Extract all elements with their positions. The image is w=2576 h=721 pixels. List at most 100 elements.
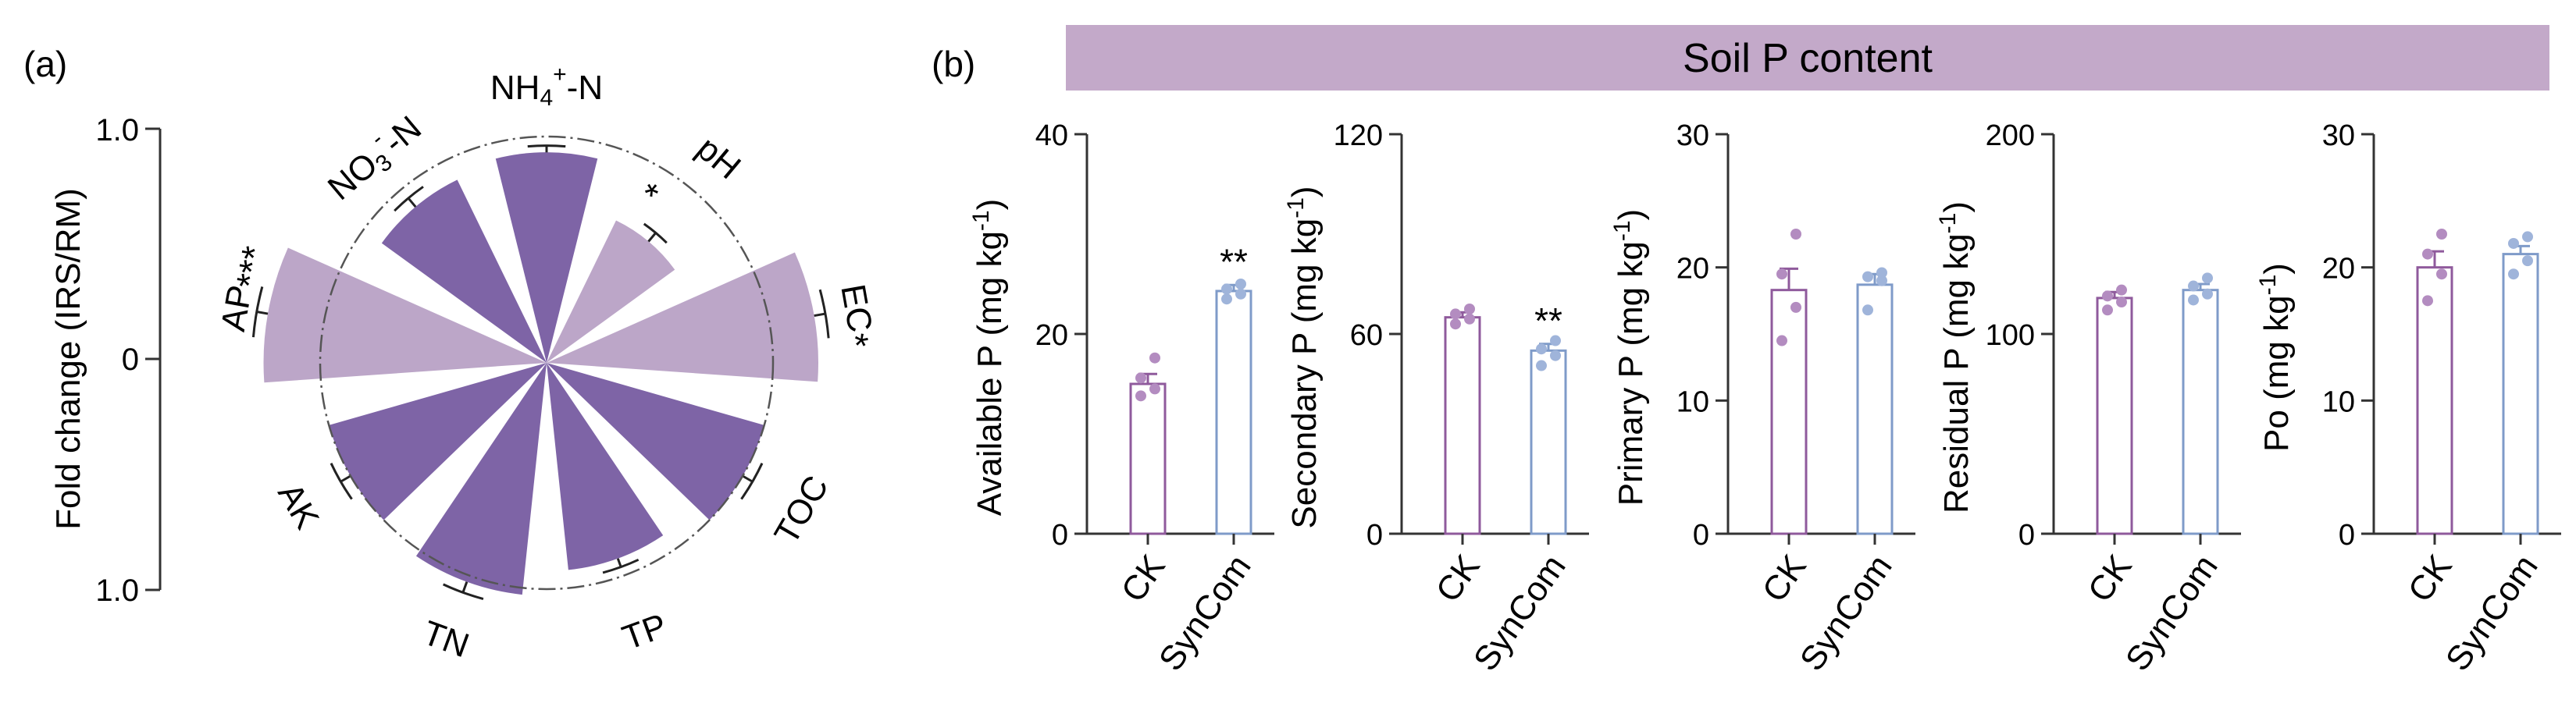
- radial-label-nh4-n: NH4+-N: [490, 62, 603, 111]
- data-point-ck: [1450, 308, 1461, 320]
- radial-error-stem-tp: [616, 558, 622, 568]
- radial-label-ak: AK: [270, 477, 326, 535]
- data-point-syncom: [1862, 271, 1873, 282]
- y-tick-label: 30: [1676, 119, 1709, 152]
- y-tick-label: 20: [1676, 253, 1709, 286]
- bar-syncom: [1530, 349, 1567, 535]
- fold-change-axis-title: Fold change (IRS/RM): [49, 188, 87, 530]
- radial-error-ph: [643, 222, 668, 244]
- data-point-ck: [2436, 268, 2447, 280]
- bar-ck: [2416, 266, 2453, 535]
- panel-a-radial-chart: (a) 1.0 0 1.0 Fold change (IRS/RM) NH4+-…: [23, 44, 879, 665]
- y-tick-label: 20: [2322, 253, 2355, 286]
- radial-error-ec: [818, 289, 830, 339]
- radial-error-stem-ak: [340, 474, 351, 483]
- bar-ck: [1770, 289, 1808, 535]
- radial-bar-toc: [547, 363, 764, 520]
- data-point-ck: [2422, 248, 2433, 260]
- data-point-syncom: [2202, 288, 2213, 300]
- y-tick-label: 10: [1676, 385, 1709, 418]
- sig-marker-syncom: **: [1534, 300, 1562, 341]
- bar-ck: [1129, 382, 1167, 535]
- bar-syncom: [2182, 289, 2219, 535]
- data-point-syncom: [1876, 275, 1887, 286]
- y-tick-label: 20: [1035, 319, 1068, 352]
- data-point-syncom: [2522, 231, 2533, 243]
- x-tick-label-ck: CK: [1755, 548, 1814, 609]
- radial-label-tn: TN: [418, 613, 474, 665]
- data-point-syncom: [1235, 279, 1246, 289]
- y-axis-title: Residual P (mg kg-1): [1935, 201, 1976, 513]
- radial-error-stem-ph: [647, 232, 657, 243]
- fold-change-tick-label-top: 1.0: [95, 113, 139, 147]
- x-tick-label-ck: CK: [2081, 548, 2140, 609]
- y-tick-label: 40: [1035, 119, 1068, 152]
- bar-ck: [2096, 297, 2133, 535]
- panel-b-bar-charts: (b) Soil P content 0 20 40 Available P (mg …: [932, 25, 2561, 678]
- y-tick-label: 0: [2339, 519, 2355, 552]
- data-point-ck: [1776, 268, 1787, 280]
- radial-bar-ph: [547, 220, 675, 363]
- radial-sig-ap: ***: [228, 243, 276, 292]
- data-point-syncom: [2508, 237, 2519, 249]
- data-point-ck: [1149, 383, 1160, 395]
- x-tick-label-ck: CK: [1114, 548, 1173, 609]
- data-point-syncom: [1862, 304, 1873, 316]
- data-point-ck: [2436, 229, 2447, 240]
- y-axis-title: Primary P (mg kg-1): [1609, 209, 1650, 506]
- bar-syncom: [1215, 289, 1252, 535]
- fold-change-tick-label-bottom: 1.0: [95, 574, 139, 608]
- y-tick-label: 0: [1693, 519, 1709, 552]
- y-tick-label: 100: [1986, 319, 2035, 352]
- radial-bar-ec: [547, 252, 818, 382]
- data-point-syncom: [2508, 268, 2519, 280]
- data-point-ck: [1135, 372, 1146, 384]
- data-point-ck: [2102, 304, 2113, 316]
- radial-error-stem-ap: [256, 311, 269, 315]
- radial-label-ph: pH: [689, 129, 748, 186]
- data-point-ck: [2116, 297, 2127, 308]
- data-point-syncom: [1221, 293, 1232, 305]
- radial-error-tp: [602, 558, 640, 574]
- data-point-ck: [1790, 301, 1801, 313]
- data-point-syncom: [1235, 288, 1246, 300]
- data-point-syncom: [1221, 283, 1232, 295]
- radial-wedges: [251, 144, 830, 600]
- y-tick-label: 0: [1366, 519, 1383, 552]
- radial-error-stem-no3-n: [407, 197, 417, 208]
- fold-change-tick-label-mid: 0: [122, 343, 139, 377]
- data-point-syncom: [1550, 350, 1561, 361]
- radial-bar-ak: [329, 363, 547, 520]
- data-point-syncom: [1876, 267, 1887, 279]
- radial-label-tp: TP: [618, 606, 672, 657]
- data-point-syncom: [1550, 335, 1561, 346]
- bar-ck: [1444, 316, 1481, 535]
- panel-b-label: (b): [932, 44, 975, 84]
- radial-sig-ph: *: [629, 175, 666, 215]
- radial-error-stem-toc: [742, 474, 754, 483]
- data-point-ck: [2422, 295, 2433, 307]
- data-point-syncom: [1536, 360, 1547, 371]
- radial-error-stem-ec: [814, 312, 826, 318]
- radial-error-stem-tn: [461, 581, 469, 593]
- data-point-syncom: [1536, 343, 1547, 355]
- y-axis-title: Po (mg kg-1): [2255, 263, 2296, 452]
- radial-bar-tp: [547, 363, 664, 570]
- radial-error-toc: [740, 463, 764, 500]
- data-point-syncom: [2522, 255, 2533, 267]
- y-tick-label: 200: [1986, 119, 2035, 152]
- panel-a-label: (a): [23, 44, 67, 84]
- y-tick-label: 10: [2322, 385, 2355, 418]
- y-tick-label: 30: [2322, 119, 2355, 152]
- sig-marker-syncom: **: [1220, 241, 1248, 282]
- data-point-ck: [1149, 352, 1160, 364]
- data-point-syncom: [2188, 294, 2199, 306]
- y-axis-title: Secondary P (mg kg-1): [1283, 186, 1324, 528]
- y-tick-label: 0: [2018, 519, 2035, 552]
- y-tick-label: 0: [1052, 519, 1068, 552]
